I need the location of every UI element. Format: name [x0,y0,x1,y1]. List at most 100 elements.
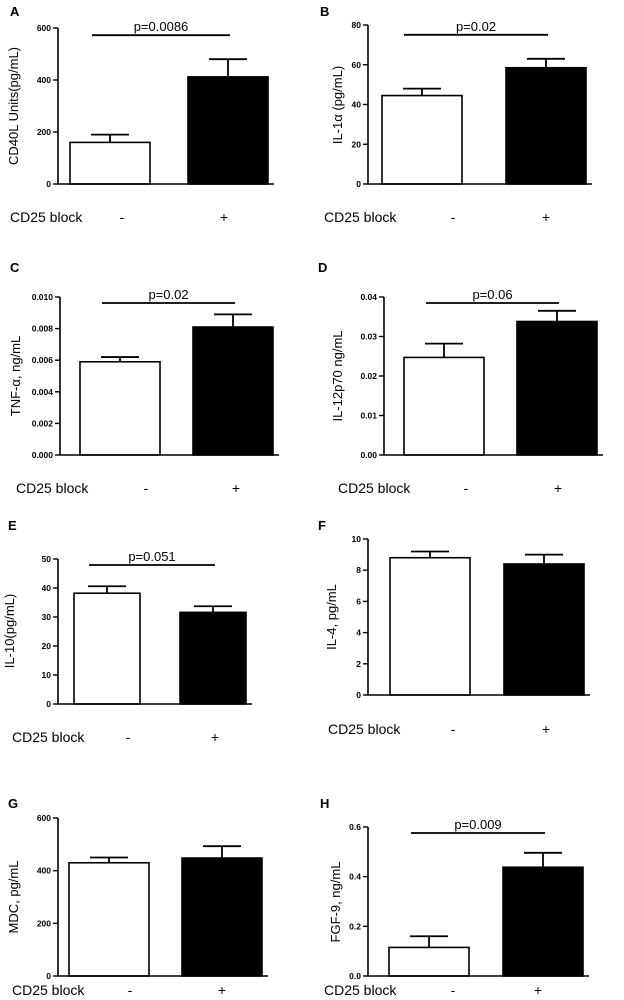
category-label-g-plus: + [218,982,226,998]
p-value-d: p=0.06 [472,287,512,302]
condition-label-c: CD25 block [16,480,89,496]
y-tick-label-a: 200 [37,127,51,137]
panel-b: B 0 20 40 60 80 IL-1α (pg/mL) p=0.02 CD25 block -… [320,4,592,225]
category-label-e-minus: - [126,729,131,745]
bar-g-plus [181,857,263,977]
category-label-g-minus: - [128,982,133,998]
category-label-c-plus: + [232,480,240,496]
y-tick-label-h: 0.0 [349,971,361,981]
y-tick-label-g: 400 [37,866,51,876]
y-tick-label-h: 0.6 [349,822,361,832]
y-axis-label-d: IL-12p70 ng/mL [330,330,345,421]
panel-letter-h: H [320,796,329,811]
bar-c-minus [79,360,161,456]
p-value-h: p=0.009 [454,817,501,832]
panel-d: D 0.00 0.01 0.02 0.03 0.04 IL-12p70 ng/mL p=0.0… [318,260,603,496]
condition-label-f: CD25 block [328,721,401,737]
category-label-b-minus: - [451,209,456,225]
bar-h-minus [388,946,470,977]
panel-letter-g: G [8,796,18,811]
y-axis-label-c: TNF-α, ng/mL [8,336,23,416]
panel-letter-a: A [10,4,20,19]
y-tick-label-c: 0.000 [32,450,54,460]
y-tick-label-e: 0 [46,699,51,709]
condition-label-b: CD25 block [324,209,397,225]
y-axis-label-h: FGF-9, ng/mL [328,862,343,943]
y-tick-label-b: 0 [356,179,361,189]
bar-f-plus [503,563,585,696]
panel-letter-d: D [318,260,327,275]
panel-letter-e: E [8,518,17,533]
p-value-c: p=0.02 [148,287,188,302]
panel-g: G 0 200 400 600 MDC, pg/mL CD25 block - + [6,796,268,998]
category-label-h-plus: + [534,982,542,998]
category-label-a-minus: - [120,209,125,225]
panel-e: E 0 10 20 30 40 50 IL-10(pg/mL) p=0.051 CD25 bloc… [2,518,252,745]
y-tick-label-g: 200 [37,918,51,928]
bar-a-plus [187,76,269,185]
category-label-b-plus: + [542,209,550,225]
y-tick-label-c: 0.004 [32,387,54,397]
bar-f-minus [389,556,471,696]
y-axis-label-a: CD40L Units(pg/mL) [6,47,21,165]
y-tick-label-g: 0 [46,971,51,981]
panel-letter-b: B [320,4,329,19]
bar-d-plus [516,320,598,456]
panel-f: F 0 2 4 6 8 10 IL-4, pg/mL CD25 block - + [318,518,590,737]
panel-a: A 0 200 400 600 CD40L Units(pg/mL) p=0.0086 CD2… [6,4,274,225]
bar-e-minus [73,592,141,705]
category-label-d-plus: + [554,480,562,496]
y-axis-label-e: IL-10(pg/mL) [2,594,17,668]
y-tick-label-d: 0.01 [360,411,377,421]
p-value-b: p=0.02 [456,19,496,34]
condition-label-h: CD25 block [324,982,397,998]
y-tick-label-h: 0.4 [349,872,361,882]
y-axis-label-f: IL-4, pg/mL [324,584,339,650]
panel-c: C 0.000 0.002 0.004 0.006 0.008 0.010 TNF-α, ng… [8,260,279,496]
y-tick-label-e: 30 [42,612,52,622]
condition-label-g: CD25 block [12,982,85,998]
y-tick-label-f: 8 [356,565,361,575]
category-label-f-minus: - [451,721,456,737]
category-label-d-minus: - [464,480,469,496]
bar-b-plus [505,66,587,185]
y-tick-label-b: 20 [352,139,362,149]
category-label-e-plus: + [211,729,219,745]
y-axis-label-b: IL-1α (pg/mL) [330,66,345,144]
y-tick-label-b: 60 [352,60,362,70]
condition-label-d: CD25 block [338,480,411,496]
y-tick-label-g: 600 [37,813,51,823]
y-tick-label-d: 0.02 [360,371,377,381]
y-tick-label-b: 40 [352,100,362,110]
y-tick-label-d: 0.04 [360,292,377,302]
y-tick-label-c: 0.008 [32,324,54,334]
y-tick-label-e: 50 [42,554,52,564]
y-tick-label-c: 0.010 [32,292,54,302]
category-label-c-minus: - [144,480,149,496]
y-tick-label-f: 0 [356,690,361,700]
y-tick-label-e: 40 [42,583,52,593]
panel-letter-f: F [318,518,326,533]
y-tick-label-a: 600 [37,23,51,33]
y-tick-label-c: 0.006 [32,355,54,365]
bar-d-minus [403,356,485,456]
y-tick-label-f: 2 [356,659,361,669]
y-axis-label-g: MDC, pg/mL [6,861,21,934]
p-value-a: p=0.0086 [134,19,189,34]
y-tick-label-d: 0.00 [360,450,377,460]
y-tick-label-f: 6 [356,596,361,606]
y-tick-label-a: 400 [37,75,51,85]
panel-h: H 0.0 0.2 0.4 0.6 FGF-9, ng/mL p=0.009 CD25 blo… [320,796,589,998]
y-tick-label-c: 0.002 [32,418,54,428]
y-tick-label-b: 80 [352,20,362,30]
condition-label-a: CD25 block [10,209,83,225]
bar-a-minus [69,141,151,185]
category-label-a-plus: + [220,209,228,225]
category-label-f-plus: + [542,721,550,737]
y-tick-label-f: 10 [352,534,362,544]
panel-letter-c: C [10,260,20,275]
y-tick-label-f: 4 [356,628,361,638]
y-tick-label-d: 0.03 [360,332,377,342]
p-value-e: p=0.051 [128,549,175,564]
